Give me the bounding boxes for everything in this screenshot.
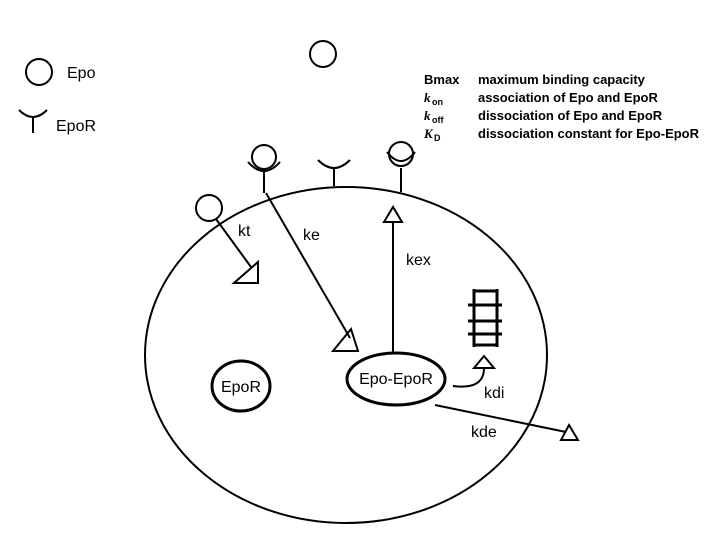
kex-label: kex [406, 252, 431, 269]
ke-arrow [265, 192, 360, 352]
membrane-epo-ligand [195, 194, 223, 222]
definitions-panel: Bmax maximum binding capacity k on assoc… [423, 72, 700, 143]
def-koff-symbol: k [424, 108, 431, 123]
kde-label: kde [471, 424, 497, 441]
def-koff-subscript: off [432, 115, 444, 125]
epo-legend-icon [25, 58, 53, 86]
def-bmax-symbol: Bmax [424, 72, 460, 87]
kt-arrow [215, 218, 259, 284]
internal-epor [210, 359, 272, 413]
cell-membrane [144, 186, 548, 524]
def-kon-symbol: k [424, 90, 431, 105]
def-bmax-description: maximum binding capacity [478, 72, 646, 87]
surface-receptor-free [317, 159, 351, 186]
free-epo-ligand [309, 40, 337, 68]
ke-label: ke [303, 227, 320, 244]
surface-receptor-bound-2 [386, 141, 416, 192]
def-kd-symbol: K [423, 126, 434, 141]
kt-label: kt [238, 223, 251, 240]
def-kd-description: dissociation constant for Epo-EpoR [478, 126, 700, 141]
def-kon-description: association of Epo and EpoR [478, 90, 658, 105]
legend-epor-label: EpoR [56, 118, 96, 135]
kex-arrow [382, 205, 404, 352]
legend-epo-label: Epo [67, 65, 96, 82]
kde-arrow [434, 404, 580, 441]
def-kon-subscript: on [432, 97, 443, 107]
surface-receptor-bound-1 [247, 144, 281, 193]
kdi-label: kdi [484, 385, 504, 402]
internal-epor-label: EpoR [221, 379, 261, 396]
lysosome-icon [468, 289, 502, 347]
kdi-arrow [452, 354, 497, 388]
def-kd-subscript: D [434, 133, 441, 143]
legend: Epo EpoR [18, 58, 96, 135]
def-koff-description: dissociation of Epo and EpoR [478, 108, 663, 123]
epo-epor-complex [345, 351, 447, 407]
epor-legend-icon [18, 109, 48, 133]
complex-label: Epo-EpoR [359, 371, 433, 388]
